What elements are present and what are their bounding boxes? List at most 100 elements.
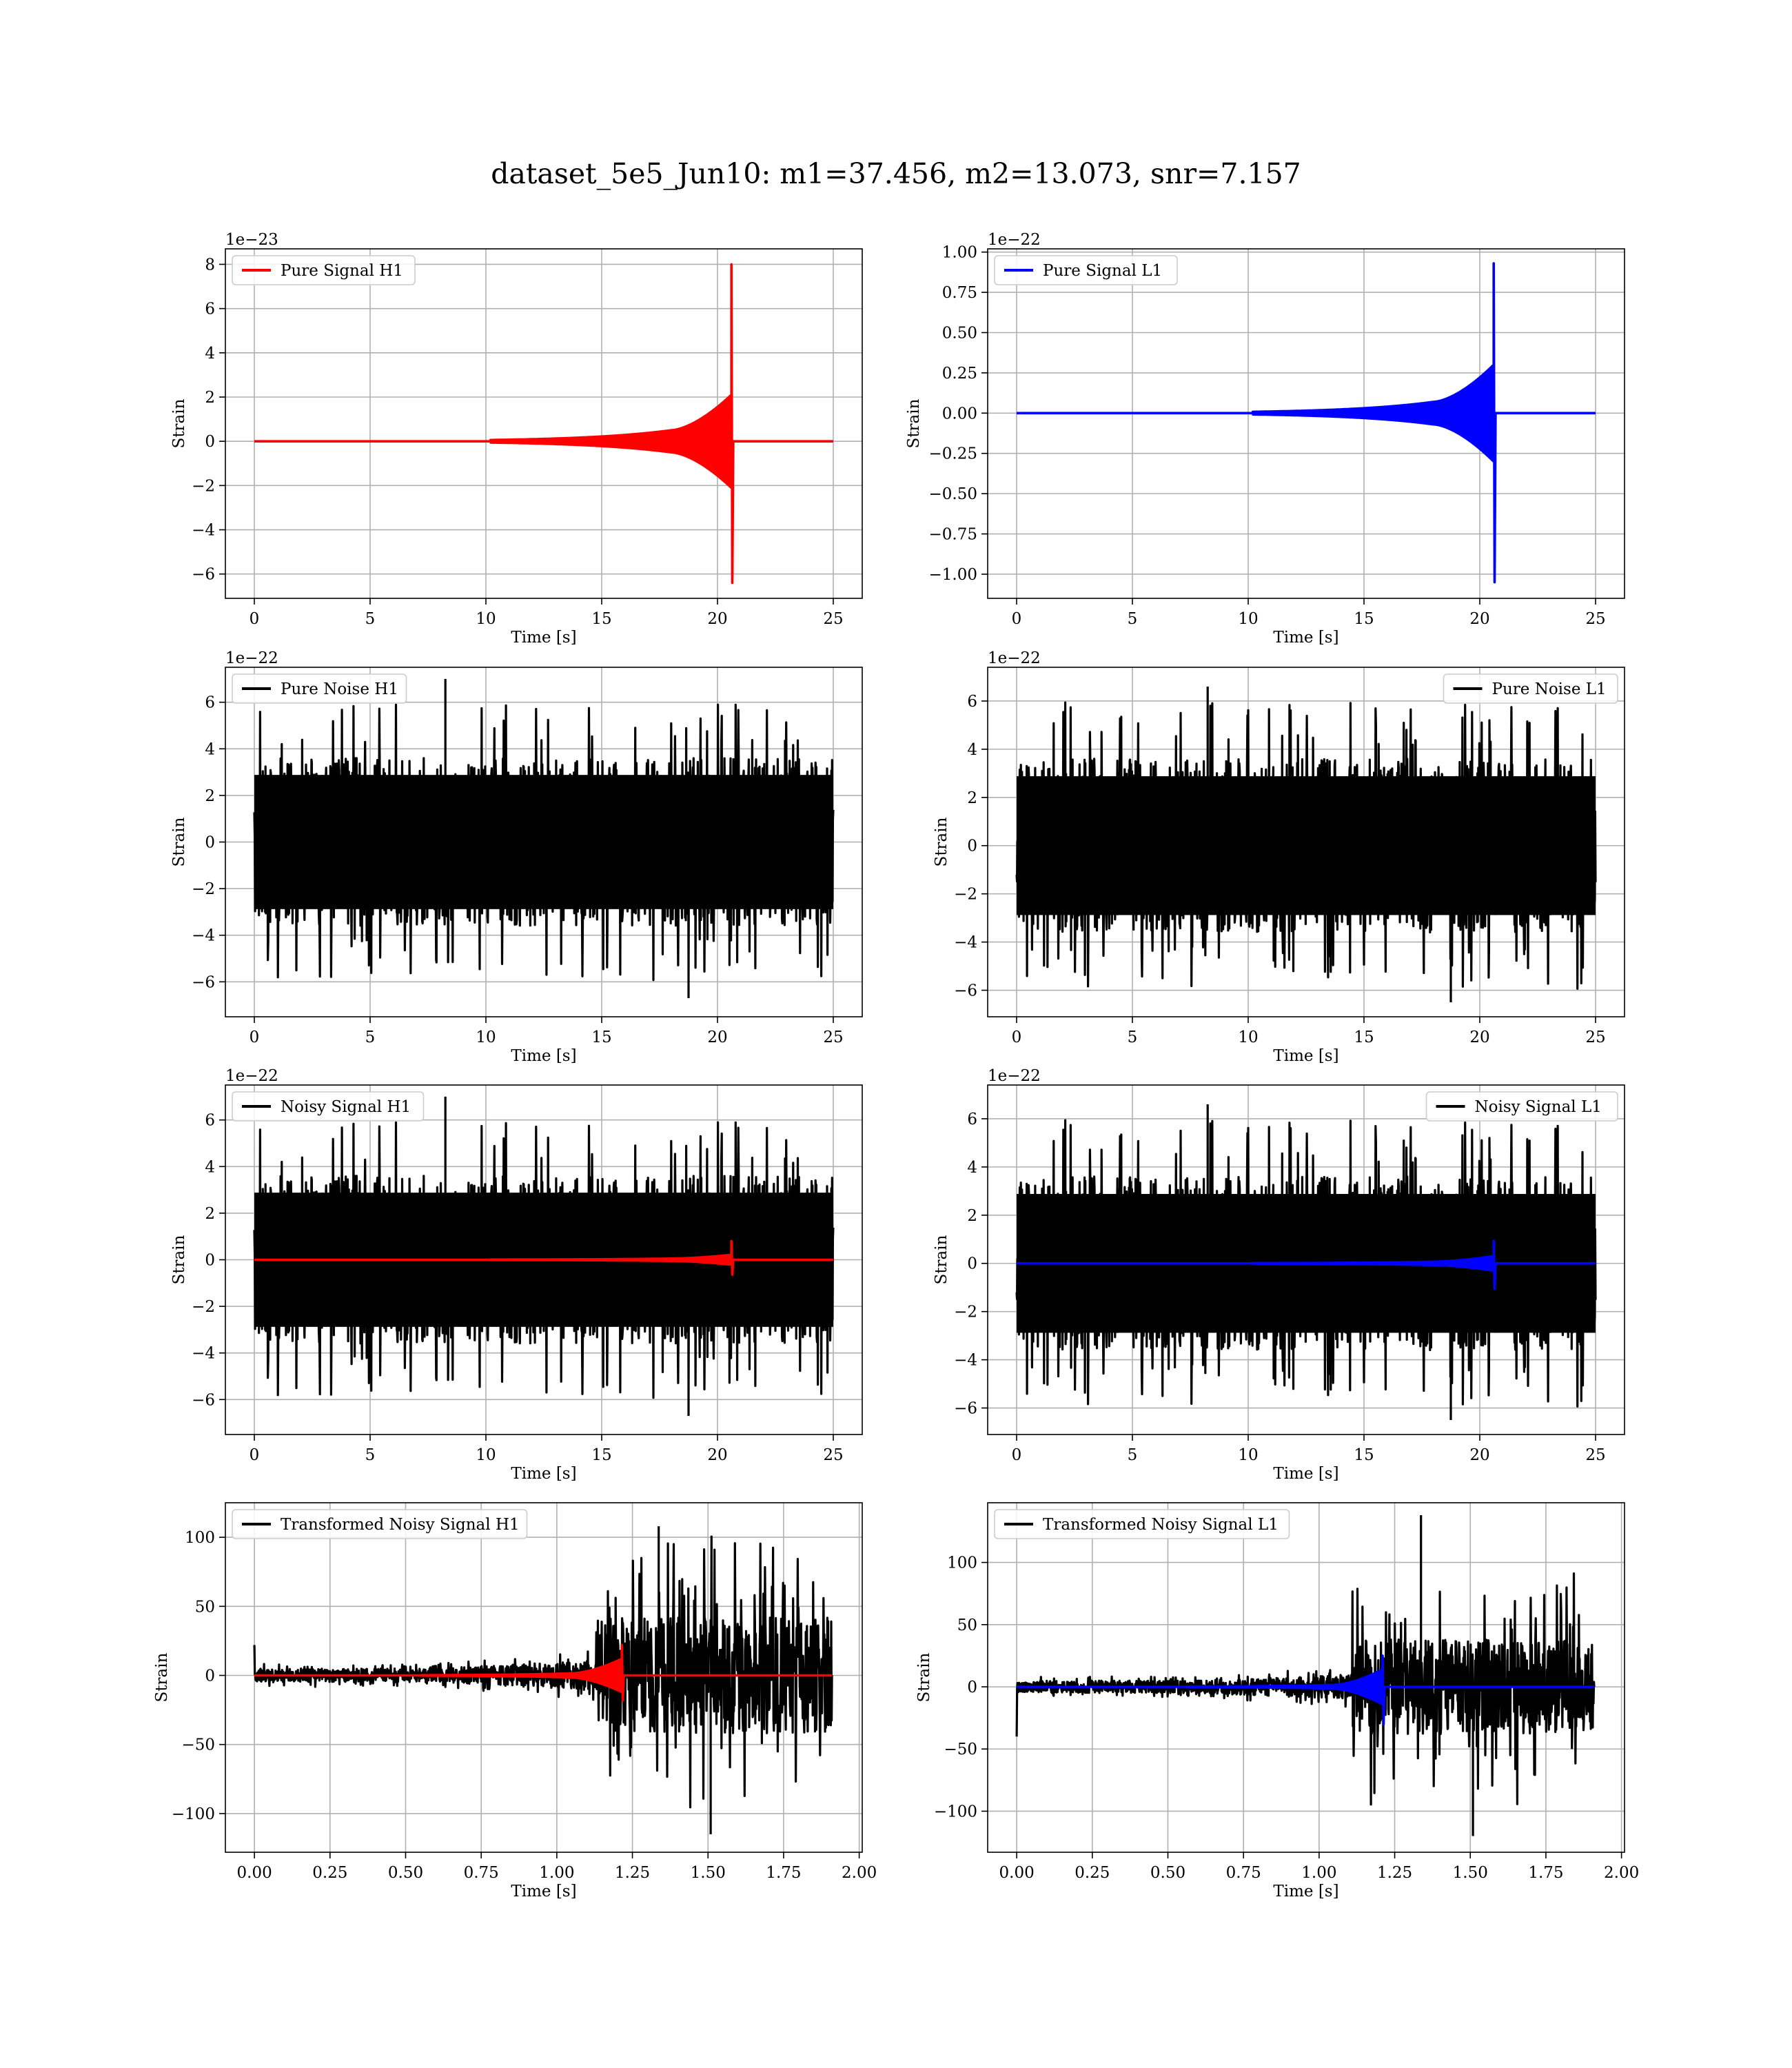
x-axis-label-noisy-signal-h1: Time [s] bbox=[511, 1465, 576, 1483]
legend-label: Noisy Signal L1 bbox=[1475, 1098, 1602, 1116]
x-tick-label-3: 15 bbox=[1354, 1446, 1374, 1464]
x-tick-label-2: 0.50 bbox=[1150, 1864, 1185, 1882]
x-tick-label-5: 25 bbox=[1585, 1446, 1605, 1464]
y-tick-label-4: 2 bbox=[967, 1207, 977, 1225]
y-tick-label-3: −0.25 bbox=[929, 445, 977, 463]
legend-box bbox=[994, 255, 1178, 285]
y-tick-label-2: −2 bbox=[954, 886, 977, 904]
noise-core-pure-noise-l1 bbox=[1017, 776, 1596, 915]
y-tick-label-0: −6 bbox=[954, 982, 977, 1000]
y-tick-label-6: 0.50 bbox=[942, 324, 977, 342]
x-tick-label-0: 0 bbox=[1012, 1028, 1022, 1046]
x-tick-label-2: 10 bbox=[476, 610, 496, 628]
panel-pure-noise-h1: 0 5 10 15 20 25 −6 −4 −2 0 2 4 6 Time [s] Strain 1e−22P… bbox=[170, 649, 863, 1065]
x-tick-label-4: 20 bbox=[707, 1028, 727, 1046]
x-tick-label-2: 10 bbox=[1238, 610, 1258, 628]
legend-noisy-signal-l1: Noisy Signal L1 bbox=[1425, 1091, 1618, 1122]
y-tick-label-8: 1.00 bbox=[942, 244, 977, 262]
signal-line-pure-signal-l1 bbox=[1017, 262, 1596, 584]
y-tick-label-4: 100 bbox=[947, 1554, 977, 1572]
y-axis-label-noisy-signal-h1: Strain bbox=[170, 1235, 188, 1284]
legend-label: Transformed Noisy Signal H1 bbox=[281, 1516, 520, 1534]
y-tick-label-7: 8 bbox=[205, 256, 215, 274]
y-axis-label-pure-noise-l1: Strain bbox=[933, 817, 950, 866]
x-tick-label-4: 20 bbox=[1469, 1446, 1489, 1464]
x-tick-label-3: 0.75 bbox=[464, 1864, 499, 1882]
axes-frame-pure-noise-l1 bbox=[987, 667, 1625, 1017]
y-tick-label-5: 4 bbox=[205, 345, 215, 363]
legend-pure-signal-l1: Pure Signal L1 bbox=[994, 255, 1178, 285]
y-tick-label-6: 6 bbox=[205, 694, 215, 712]
legend-pure-noise-l1: Pure Noise L1 bbox=[1443, 673, 1618, 704]
panel-noisy-signal-h1: 0 5 10 15 20 25 −6 −4 −2 0 2 4 6 Time [s] Strain 1e−22N… bbox=[170, 1067, 863, 1483]
panel-noisy-signal-l1: 0 5 10 15 20 25 −6 −4 −2 0 2 4 6 Time [s] Strain 1e−22 N… bbox=[933, 1067, 1625, 1483]
panel-transformed-noisy-signal-h1: 0.00 0.25 0.50 0.75 1.00 1.25 1.50 1.75 2.00 −100… bbox=[153, 1502, 877, 1900]
x-tick-label-5: 25 bbox=[823, 610, 843, 628]
y-axis-label-noisy-signal-l1: Strain bbox=[933, 1235, 950, 1284]
signal-line-noisy-signal-l1 bbox=[1017, 1239, 1596, 1290]
x-axis-label-pure-signal-l1: Time [s] bbox=[1273, 629, 1338, 647]
y-tick-label-1: −50 bbox=[944, 1741, 977, 1758]
x-tick-label-1: 5 bbox=[365, 610, 376, 628]
y-tick-label-3: 0 bbox=[205, 433, 215, 451]
y-tick-label-4: 0.00 bbox=[942, 405, 977, 423]
y-axis-label-pure-signal-l1: Strain bbox=[905, 398, 923, 448]
x-tick-label-2: 10 bbox=[1238, 1446, 1258, 1464]
x-tick-label-2: 0.50 bbox=[388, 1864, 423, 1882]
offset-text-pure-noise-l1: 1e−22 bbox=[988, 649, 1041, 667]
x-axis-label-pure-noise-l1: Time [s] bbox=[1273, 1047, 1338, 1065]
x-tick-label-6: 1.50 bbox=[691, 1864, 726, 1882]
signal-line-transformed-noisy-signal-l1 bbox=[1017, 1654, 1595, 1725]
x-tick-label-1: 0.25 bbox=[312, 1864, 347, 1882]
plot-area-noisy-signal-h1 bbox=[253, 1096, 835, 1416]
legend-box bbox=[994, 1509, 1290, 1539]
signal-line-noisy-signal-h1 bbox=[254, 1239, 833, 1276]
noise-line-transformed-noisy-signal-h1 bbox=[253, 1526, 833, 1834]
offset-text-noisy-signal-h1: 1e−22 bbox=[225, 1067, 278, 1085]
x-tick-label-8: 2.00 bbox=[1604, 1864, 1639, 1882]
x-tick-label-4: 20 bbox=[707, 610, 727, 628]
plot-area-noisy-signal-l1 bbox=[1015, 1104, 1597, 1420]
x-tick-label-3: 15 bbox=[591, 1446, 611, 1464]
y-tick-label-1: −4 bbox=[192, 1345, 215, 1363]
y-tick-label-3: 50 bbox=[195, 1598, 215, 1616]
x-tick-label-4: 20 bbox=[1469, 610, 1489, 628]
signal-line-transformed-noisy-signal-h1 bbox=[254, 1643, 833, 1702]
y-tick-label-2: −0.50 bbox=[929, 485, 977, 503]
y-axis-label-pure-noise-h1: Strain bbox=[170, 817, 188, 866]
legend-transformed-noisy-signal-h1: Transformed Noisy Signal H1 bbox=[232, 1509, 528, 1539]
legend-pure-noise-h1: Pure Noise H1 bbox=[232, 673, 407, 704]
x-tick-label-0: 0 bbox=[250, 1446, 260, 1464]
y-tick-label-4: 2 bbox=[205, 1205, 215, 1223]
y-tick-label-5: 0.25 bbox=[942, 365, 977, 383]
y-tick-label-2: 0 bbox=[967, 1679, 977, 1696]
legend-label: Transformed Noisy Signal L1 bbox=[1043, 1516, 1279, 1534]
y-tick-label-0: −100 bbox=[172, 1805, 215, 1823]
offset-text-noisy-signal-l1: 1e−22 bbox=[988, 1067, 1041, 1085]
x-tick-label-1: 5 bbox=[365, 1028, 376, 1046]
panel-pure-signal-h1: 0 5 10 15 20 25 −6 −4 −2 0 2 4 6 8 Time [s] Strain 1e−23… bbox=[170, 231, 863, 647]
legend-label: Pure Noise L1 bbox=[1492, 680, 1607, 698]
y-tick-label-0: −6 bbox=[192, 973, 215, 991]
plot-area-pure-signal-h1 bbox=[254, 263, 833, 585]
y-tick-label-4: 2 bbox=[967, 789, 977, 807]
y-tick-label-7: 0.75 bbox=[942, 284, 977, 302]
offset-text-pure-signal-l1: 1e−22 bbox=[988, 231, 1041, 249]
y-tick-label-0: −6 bbox=[192, 1391, 215, 1409]
panel-transformed-noisy-signal-l1: 0.00 0.25 0.50 0.75 1.00 1.25 1.50 1.75 2.00 −100… bbox=[915, 1502, 1639, 1900]
x-axis-label-transformed-noisy-signal-h1: Time [s] bbox=[511, 1883, 576, 1900]
plot-area-pure-noise-l1 bbox=[1015, 687, 1597, 1002]
y-tick-label-0: −1.00 bbox=[929, 566, 977, 584]
y-tick-label-6: 6 bbox=[967, 1111, 977, 1128]
y-tick-label-5: 4 bbox=[205, 740, 215, 758]
y-tick-label-3: 50 bbox=[957, 1616, 977, 1634]
noise-line-transformed-noisy-signal-l1 bbox=[1015, 1515, 1596, 1836]
y-axis-label-pure-signal-h1: Strain bbox=[170, 398, 188, 448]
legend-transformed-noisy-signal-l1: Transformed Noisy Signal L1 bbox=[994, 1509, 1290, 1539]
y-tick-label-1: −4 bbox=[954, 1352, 977, 1370]
legend-label: Pure Noise H1 bbox=[281, 680, 398, 698]
x-tick-label-3: 15 bbox=[591, 1028, 611, 1046]
x-tick-label-1: 0.25 bbox=[1075, 1864, 1110, 1882]
y-tick-label-2: −2 bbox=[192, 1298, 215, 1316]
